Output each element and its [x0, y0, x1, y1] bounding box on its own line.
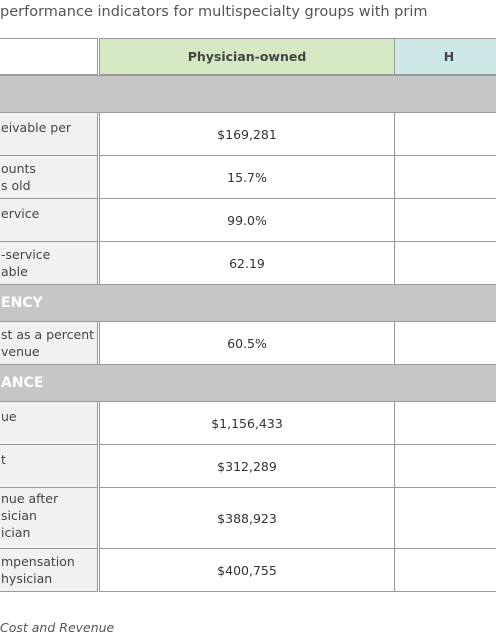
section-row: ANCE	[0, 364, 496, 402]
row-label: -service able	[0, 241, 98, 285]
section-row: ENCY	[0, 284, 496, 322]
value-cell: 60.5%	[99, 321, 395, 365]
value-cell	[394, 321, 496, 365]
row-label-line: able	[1, 264, 28, 279]
value-cell: $1,156,433	[99, 401, 395, 445]
section-label: ENCY	[1, 295, 43, 311]
row-label-line: -service	[1, 247, 51, 262]
row-label: ervice	[0, 198, 98, 242]
row-label: ounts s old	[0, 155, 98, 199]
footnote: Cost and Revenue	[0, 620, 115, 635]
row-label: eivable per	[0, 112, 98, 156]
row-label-line: hysician	[1, 571, 53, 586]
value-cell	[394, 487, 496, 549]
header-cell: H	[394, 38, 496, 75]
row-label: nue after sician ician	[0, 487, 98, 549]
row-label: st as a percent venue	[0, 321, 98, 365]
section-label: ANCE	[1, 375, 44, 391]
row-label-line: venue	[1, 344, 40, 359]
value-cell: 62.19	[99, 241, 395, 285]
value-cell	[394, 112, 496, 156]
value-cell	[394, 548, 496, 592]
value-cell	[394, 241, 496, 285]
section-row	[0, 75, 496, 113]
row-label-line: t	[1, 452, 6, 467]
row-label-line: ervice	[1, 206, 40, 221]
row-label-line: nue after	[1, 491, 59, 506]
row-label-line: ician	[1, 525, 31, 540]
value-cell: 99.0%	[99, 198, 395, 242]
row-label: t	[0, 444, 98, 488]
value-cell	[394, 155, 496, 199]
row-label-line: mpensation	[1, 554, 75, 569]
row-label-line: st as a percent	[1, 327, 95, 342]
header-cell	[0, 38, 98, 75]
row-label: mpensation hysician	[0, 548, 98, 592]
row-label: ue	[0, 401, 98, 445]
value-cell: $400,755	[99, 548, 395, 592]
row-label-line: s old	[1, 178, 31, 193]
title: performance indicators for multispecialt…	[0, 4, 428, 20]
row-label-line: eivable per	[1, 120, 72, 135]
value-cell: $169,281	[99, 112, 395, 156]
value-cell	[394, 198, 496, 242]
row-label-line: ounts	[1, 161, 36, 176]
row-label-line: sician	[1, 508, 37, 523]
value-cell: $312,289	[99, 444, 395, 488]
row-label-line: ue	[1, 409, 17, 424]
value-cell: 15.7%	[99, 155, 395, 199]
value-cell	[394, 444, 496, 488]
value-cell	[394, 401, 496, 445]
header-cell: Physician-owned	[99, 38, 395, 75]
value-cell: $388,923	[99, 487, 395, 549]
